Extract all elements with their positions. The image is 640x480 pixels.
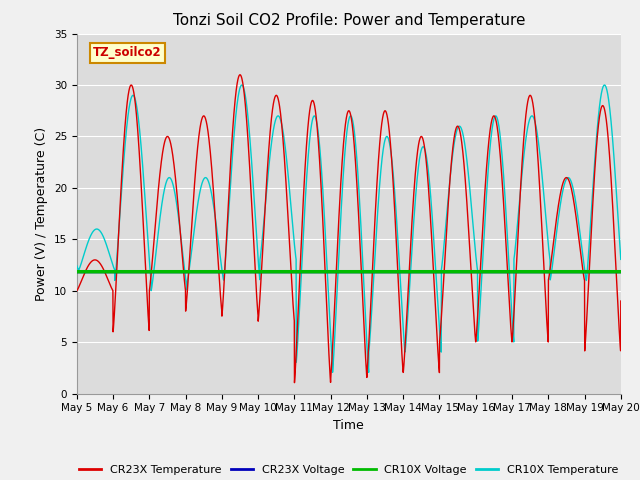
X-axis label: Time: Time: [333, 419, 364, 432]
Legend: CR23X Temperature, CR23X Voltage, CR10X Voltage, CR10X Temperature: CR23X Temperature, CR23X Voltage, CR10X …: [75, 460, 623, 479]
Y-axis label: Power (V) / Temperature (C): Power (V) / Temperature (C): [35, 127, 48, 300]
Text: TZ_soilco2: TZ_soilco2: [93, 46, 162, 59]
Title: Tonzi Soil CO2 Profile: Power and Temperature: Tonzi Soil CO2 Profile: Power and Temper…: [173, 13, 525, 28]
